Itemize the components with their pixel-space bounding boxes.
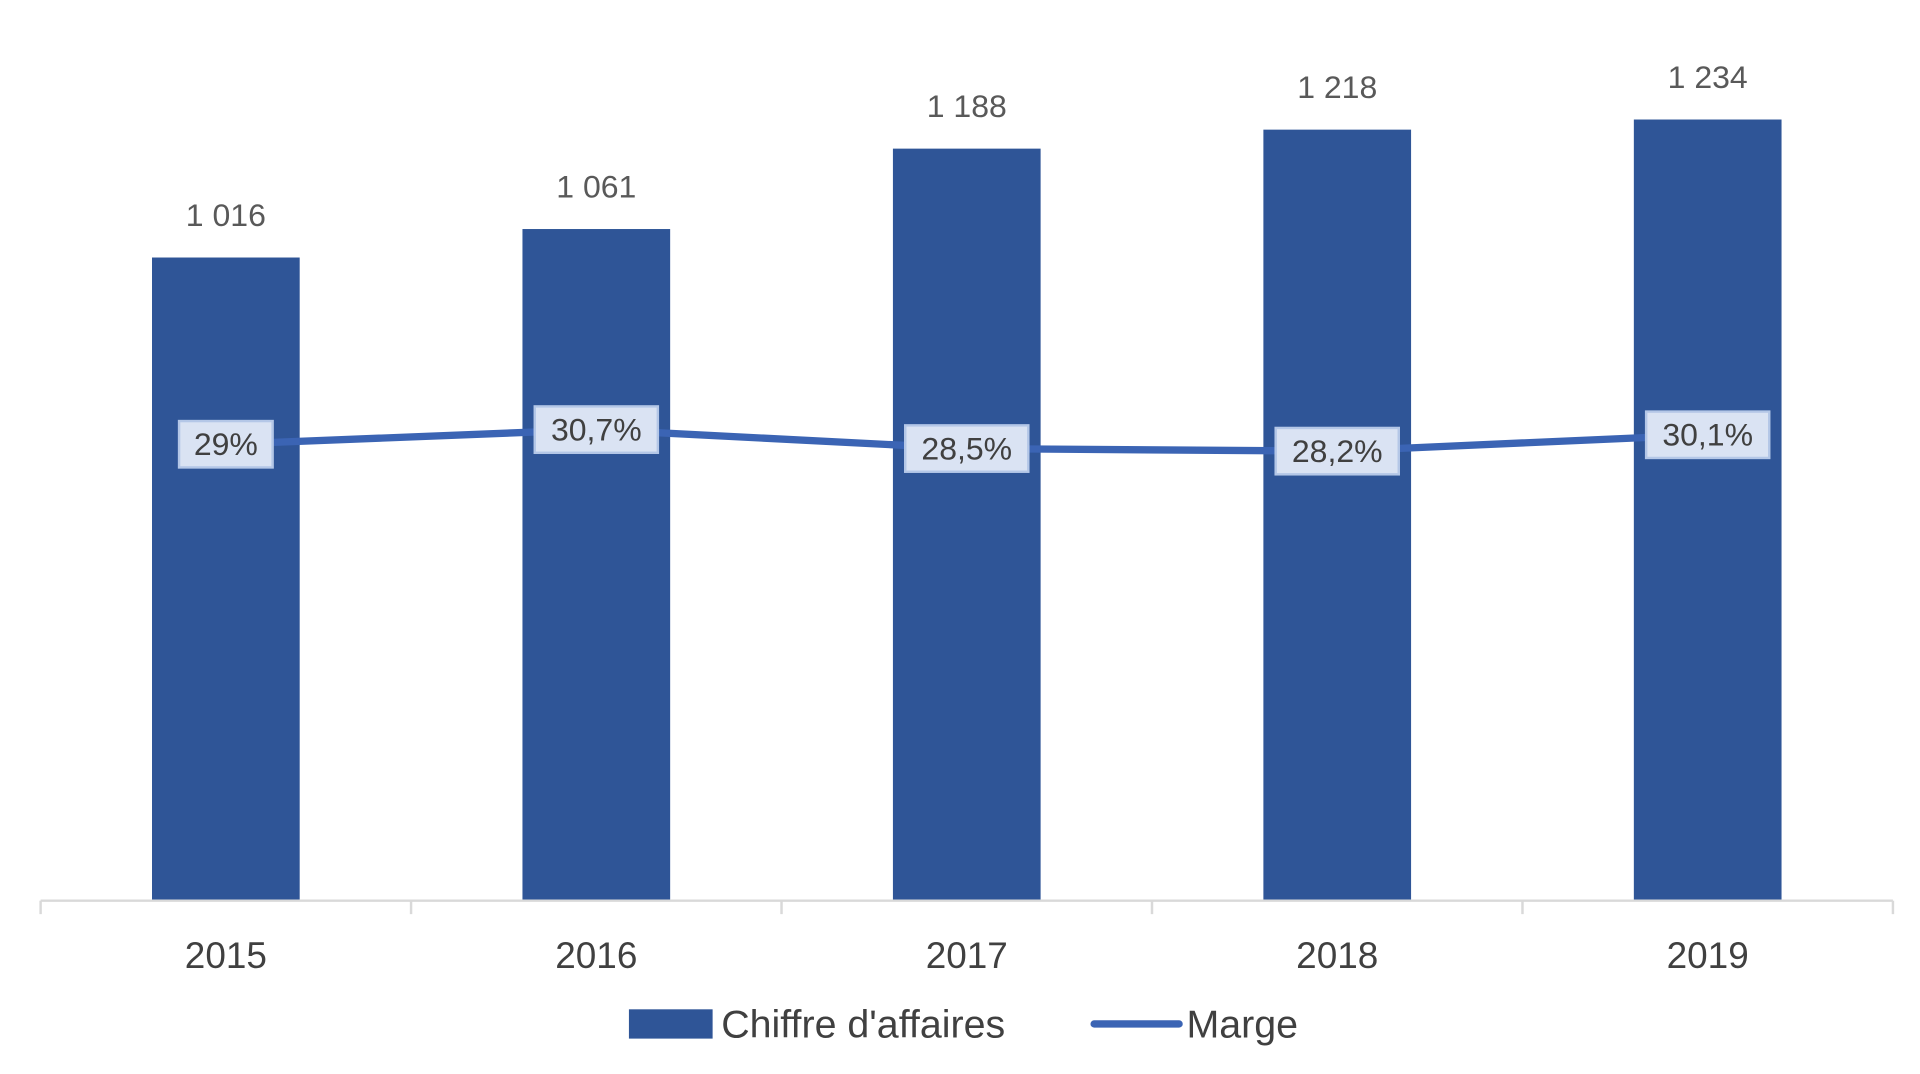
bar-2015 [152, 257, 300, 901]
legend-swatch-chiffre-affaires [628, 1009, 713, 1039]
marge-label-box-2016 [533, 405, 660, 455]
legend-label-chiffre-affaires: Chiffre d'affaires [721, 1004, 1005, 1047]
x-tick-label-2018: 2018 [1296, 935, 1378, 976]
bar-2016 [522, 229, 671, 901]
marge-label-box-2015 [177, 419, 274, 469]
bar-value-label-2017: 1 188 [927, 88, 1007, 124]
bar-value-label-2019: 1 234 [1668, 59, 1748, 95]
marge-value-label-2019: 30,1% [1662, 417, 1753, 453]
marge-value-label-2018: 28,2% [1292, 433, 1383, 469]
x-tick-label-2019: 2019 [1667, 935, 1749, 976]
marge-label-box-2017 [904, 424, 1030, 473]
bar-2018 [1263, 129, 1412, 901]
bar-value-label-2018: 1 218 [1297, 69, 1377, 105]
marge-label-box-2018 [1274, 426, 1400, 476]
marge-value-label-2016: 30,7% [551, 412, 642, 448]
marge-value-label-2017: 28,5% [921, 431, 1012, 467]
bar-value-label-2016: 1 061 [556, 168, 636, 204]
line-layer: 29% 30,7% 28,5% 28,2% 30,1% [177, 405, 1771, 476]
x-axis: 2015 2016 2017 2018 2019 [39, 899, 1895, 976]
marge-value-label-2015: 29% [194, 426, 258, 462]
legend-label-marge: Marge [1186, 1004, 1298, 1047]
bar-2017 [892, 148, 1041, 901]
x-tick-label-2015: 2015 [185, 935, 267, 976]
x-tick-label-2017: 2017 [926, 935, 1008, 976]
legend: Chiffre d'affaires Marge [628, 1004, 1298, 1047]
bars-layer: 1 016 1 061 1 188 1 218 1 234 [152, 59, 1782, 901]
marge-label-box-2019 [1644, 410, 1771, 460]
bar-value-label-2015: 1 016 [186, 197, 266, 233]
x-tick-label-2016: 2016 [555, 935, 637, 976]
bar-2019 [1633, 119, 1782, 901]
